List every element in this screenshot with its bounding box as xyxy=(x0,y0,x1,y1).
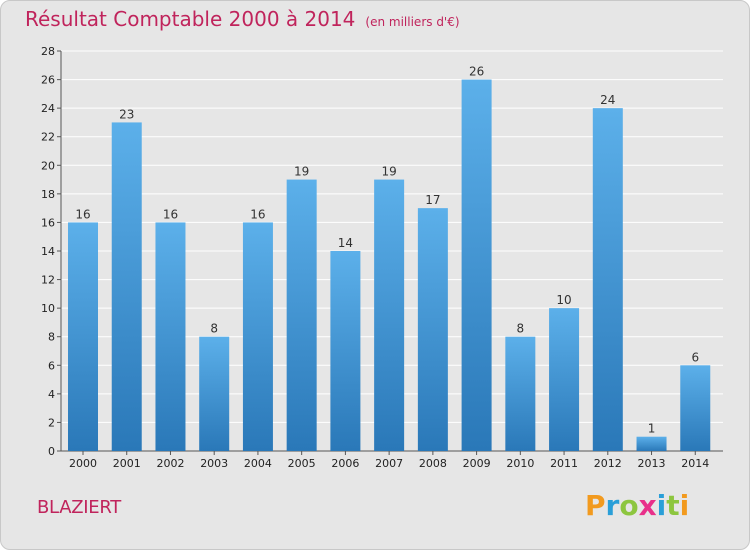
bar xyxy=(505,336,536,451)
chart-title: Résultat Comptable 2000 à 2014 (en millie… xyxy=(25,7,460,31)
x-axis-ticks: 2000 2001 2002 2003 2004 2005 2006 2007 2008 2009… xyxy=(69,451,709,470)
x-tick-label: 2007 xyxy=(375,457,403,470)
bar xyxy=(242,222,273,451)
logo-letter: t xyxy=(666,489,680,522)
bar xyxy=(592,108,623,452)
x-tick-label: 2000 xyxy=(69,457,97,470)
y-tick-label: 14 xyxy=(41,245,55,258)
bar xyxy=(374,179,405,452)
y-tick-label: 20 xyxy=(41,159,55,172)
commune-name: BLAZIERT xyxy=(37,497,121,518)
bar xyxy=(680,365,711,451)
data-label: 16 xyxy=(163,207,178,221)
logo-letter: o xyxy=(619,489,639,522)
bar xyxy=(155,222,186,451)
data-label: 24 xyxy=(600,93,615,107)
bar xyxy=(330,251,361,451)
y-tick-label: 18 xyxy=(41,188,55,201)
y-tick-label: 26 xyxy=(41,74,55,87)
logo-letter: i xyxy=(656,489,667,522)
x-tick-label: 2009 xyxy=(463,457,491,470)
bar xyxy=(111,122,142,451)
data-label: 19 xyxy=(294,165,309,179)
y-tick-label: 16 xyxy=(41,216,55,229)
data-label: 8 xyxy=(210,322,218,336)
proxiti-logo[interactable]: Proxiti xyxy=(585,489,689,522)
x-tick-label: 2010 xyxy=(506,457,534,470)
x-tick-label: 2012 xyxy=(594,457,622,470)
bar xyxy=(286,179,317,452)
y-tick-label: 2 xyxy=(48,416,55,429)
bars xyxy=(68,79,711,452)
chart-subtitle: (en milliers d'€) xyxy=(365,15,460,29)
data-label: 23 xyxy=(119,107,134,121)
data-label: 26 xyxy=(469,65,484,79)
data-label: 1 xyxy=(648,422,656,436)
x-tick-label: 2002 xyxy=(156,457,184,470)
y-tick-label: 28 xyxy=(41,45,55,58)
bar xyxy=(199,336,230,451)
x-tick-label: 2008 xyxy=(419,457,447,470)
x-tick-label: 2014 xyxy=(681,457,709,470)
data-label: 19 xyxy=(381,165,396,179)
data-label: 17 xyxy=(425,193,440,207)
y-tick-label: 6 xyxy=(48,359,55,372)
y-tick-label: 10 xyxy=(41,302,55,315)
data-label: 6 xyxy=(691,350,699,364)
x-tick-label: 2004 xyxy=(244,457,272,470)
data-label: 14 xyxy=(338,236,353,250)
data-label: 16 xyxy=(75,207,90,221)
title-text: Résultat Comptable 2000 à 2014 xyxy=(25,7,356,31)
x-tick-label: 2013 xyxy=(638,457,666,470)
bar xyxy=(636,436,667,451)
data-label: 10 xyxy=(556,293,571,307)
x-tick-label: 2001 xyxy=(113,457,141,470)
x-tick-label: 2006 xyxy=(331,457,359,470)
logo-letter: r xyxy=(605,489,620,522)
bar xyxy=(549,308,580,451)
bar xyxy=(417,208,448,451)
y-tick-label: 0 xyxy=(48,445,55,458)
y-tick-label: 8 xyxy=(48,331,55,344)
x-tick-label: 2011 xyxy=(550,457,578,470)
bar xyxy=(68,222,98,451)
y-tick-label: 24 xyxy=(41,102,55,115)
data-label: 16 xyxy=(250,207,265,221)
bar xyxy=(461,79,492,452)
logo-letter: i xyxy=(679,489,690,522)
x-tick-label: 2003 xyxy=(200,457,228,470)
logo-letter: x xyxy=(638,489,657,522)
y-tick-label: 4 xyxy=(48,388,55,401)
y-tick-label: 22 xyxy=(41,131,55,144)
data-label: 8 xyxy=(517,322,525,336)
x-tick-label: 2005 xyxy=(288,457,316,470)
logo-letter: P xyxy=(585,489,606,522)
y-tick-label: 12 xyxy=(41,274,55,287)
